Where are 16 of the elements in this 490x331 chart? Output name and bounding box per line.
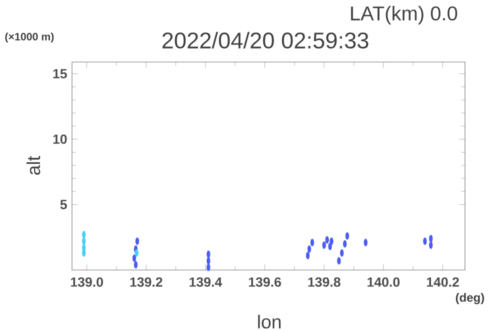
- x-tick-label: 139.4: [190, 277, 222, 287]
- x-tick-label: 140.0: [368, 277, 400, 287]
- x-tick-label: 139.6: [248, 277, 281, 287]
- x-tick-label: 139.2: [130, 277, 162, 287]
- x-tick-label: 140.2: [426, 277, 459, 287]
- text: (deg): [456, 292, 484, 304]
- text: (×1000 m): [5, 32, 54, 43]
- y-tick-label: 15: [53, 69, 67, 78]
- chart-title: 2022/04/20 02:59:33: [162, 32, 368, 49]
- y-axis-title: alt: [26, 156, 40, 175]
- x-axis-title: lon: [258, 314, 281, 329]
- x-tick-label: 139.0: [70, 277, 103, 287]
- x-tick-label: 139.8: [308, 277, 340, 287]
- chart-subtitle: LAT(km) 0.0: [351, 6, 458, 24]
- y-tick-label: 5: [60, 200, 67, 210]
- y-tick-label: 10: [53, 134, 67, 144]
